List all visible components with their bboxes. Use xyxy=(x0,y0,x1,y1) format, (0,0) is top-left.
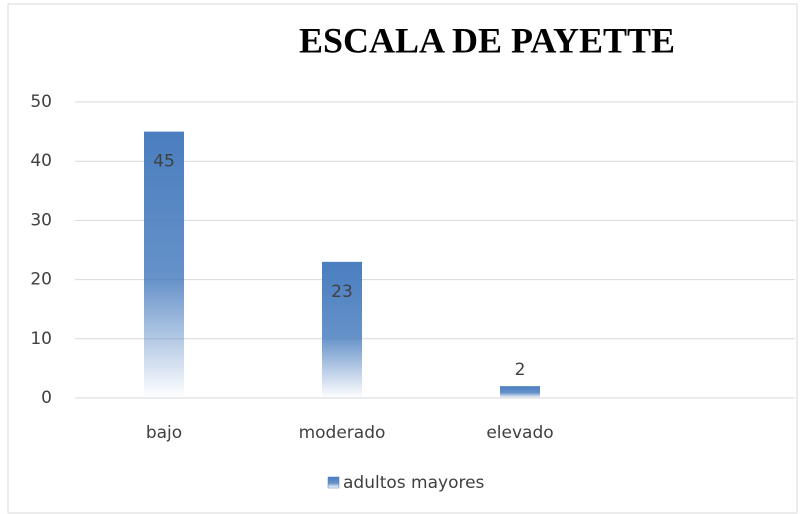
x-tick-label: bajo xyxy=(146,423,182,443)
y-tick-label: 50 xyxy=(30,92,52,112)
y-tick-label: 30 xyxy=(30,210,52,230)
data-label: 23 xyxy=(331,282,353,302)
bar xyxy=(322,261,362,398)
legend-swatch xyxy=(327,476,340,489)
y-tick-label: 20 xyxy=(30,270,52,290)
data-label: 45 xyxy=(153,152,175,172)
bar xyxy=(500,386,540,398)
x-tick-label: elevado xyxy=(486,423,553,443)
y-tick-label: 0 xyxy=(41,388,52,408)
data-label: 2 xyxy=(515,360,526,380)
y-tick-label: 10 xyxy=(30,329,52,349)
x-tick-label: moderado xyxy=(299,423,386,443)
bar xyxy=(144,131,184,398)
y-tick-label: 40 xyxy=(30,151,52,171)
legend-label: adultos mayores xyxy=(343,473,485,493)
chart-border xyxy=(7,3,798,514)
chart-title: ESCALA DE PAYETTE xyxy=(299,20,675,60)
